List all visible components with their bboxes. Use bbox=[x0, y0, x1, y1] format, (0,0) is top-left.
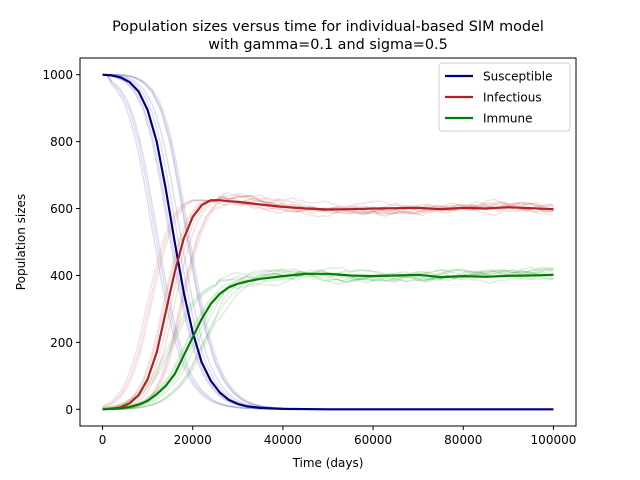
simulation-trace bbox=[102, 267, 554, 411]
simulation-trace bbox=[102, 192, 554, 411]
y-tick-label: 200 bbox=[50, 336, 73, 350]
simulation-trace bbox=[102, 194, 554, 411]
x-tick-label: 100000 bbox=[531, 433, 577, 447]
legend-box bbox=[438, 62, 571, 132]
y-axis-label: Population sizes bbox=[14, 194, 28, 290]
y-tick-label: 800 bbox=[50, 135, 73, 149]
x-tick-label: 80000 bbox=[444, 433, 482, 447]
simulation-trace bbox=[102, 266, 554, 410]
x-axis: 0 20000 40000 60000 80000 100000 bbox=[99, 426, 577, 447]
y-axis: 0 200 400 600 800 1000 bbox=[42, 68, 80, 417]
y-tick-label: 400 bbox=[50, 269, 73, 283]
series-line bbox=[102, 199, 554, 411]
x-axis-label: Time (days) bbox=[292, 456, 364, 470]
legend: Susceptible Infectious Immune bbox=[438, 62, 571, 132]
simulation-trace bbox=[102, 269, 554, 409]
simulation-trace bbox=[102, 269, 554, 410]
legend-label: Immune bbox=[483, 112, 533, 126]
y-tick-label: 600 bbox=[50, 202, 73, 216]
simulation-trace bbox=[102, 266, 554, 410]
legend-label: Susceptible bbox=[483, 70, 552, 84]
series-line bbox=[102, 272, 554, 411]
simulation-trace bbox=[102, 268, 554, 411]
y-tick-label: 1000 bbox=[42, 68, 73, 82]
simulation-trace bbox=[102, 197, 554, 411]
simulation-trace bbox=[102, 197, 554, 411]
x-tick-label: 20000 bbox=[174, 433, 212, 447]
mean-lines bbox=[102, 73, 554, 411]
chart-title-line-1: Population sizes versus time for individ… bbox=[112, 19, 544, 35]
legend-label: Infectious bbox=[483, 91, 542, 105]
chart-title-line-2: with gamma=0.1 and sigma=0.5 bbox=[208, 37, 448, 53]
x-tick-label: 0 bbox=[99, 433, 107, 447]
y-tick-label: 0 bbox=[65, 403, 73, 417]
plot-frame bbox=[79, 57, 577, 427]
x-tick-label: 60000 bbox=[354, 433, 392, 447]
simulation-trace bbox=[102, 269, 554, 410]
x-tick-label: 40000 bbox=[264, 433, 302, 447]
series-line bbox=[102, 73, 554, 411]
